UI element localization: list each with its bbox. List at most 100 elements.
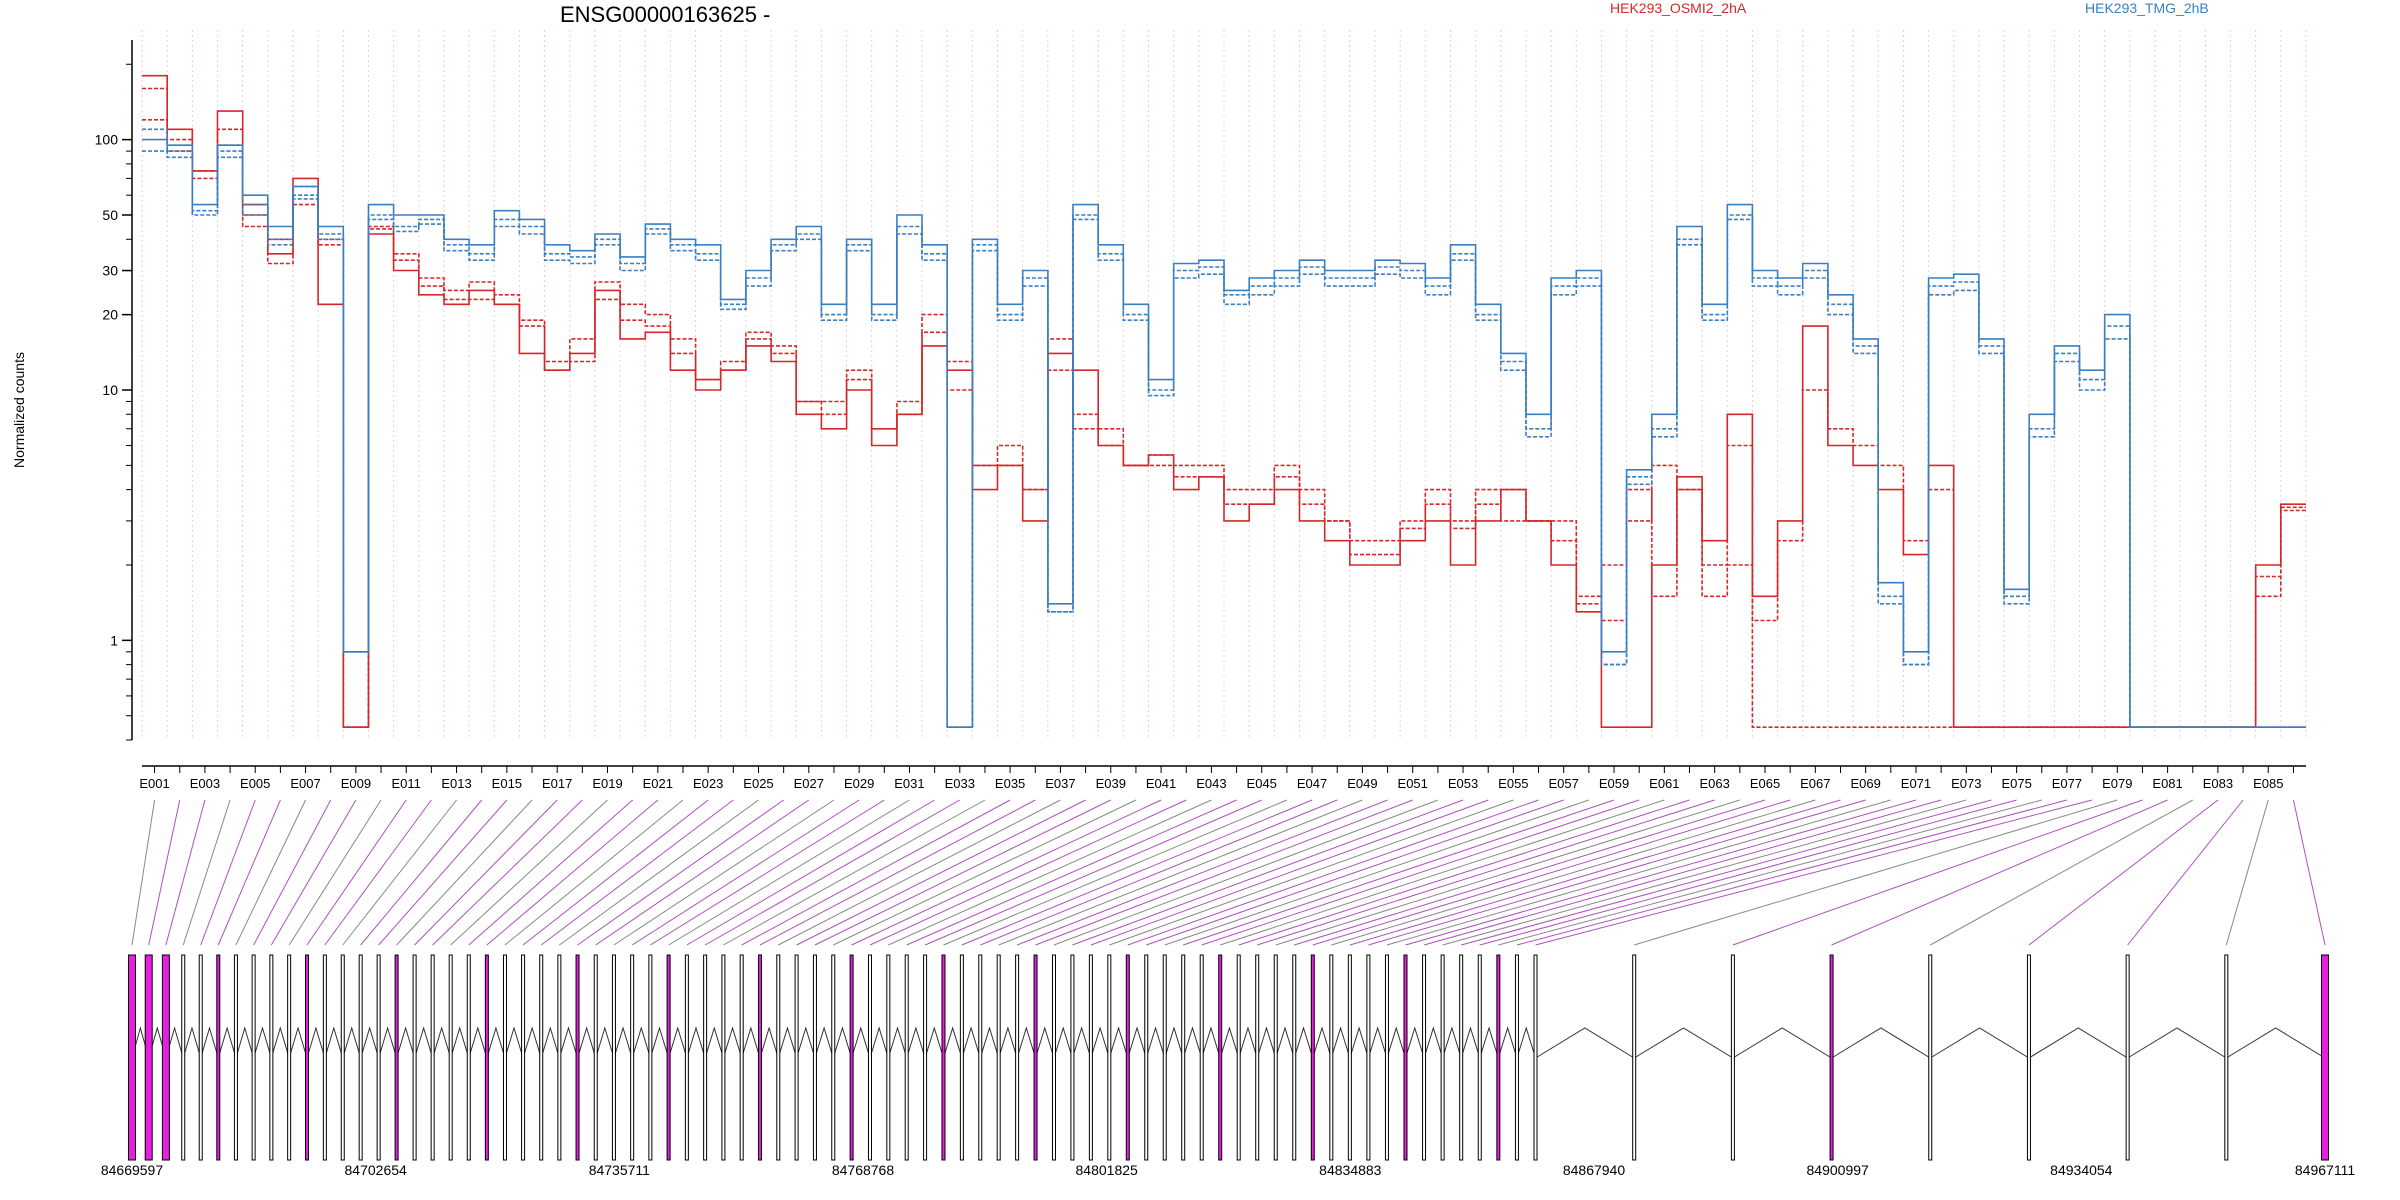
exon-box bbox=[1051, 954, 1056, 1161]
intron bbox=[1219, 1026, 1240, 1059]
genomic-coordinate-label: 84934054 bbox=[2050, 1162, 2113, 1178]
exon-connector bbox=[288, 799, 382, 946]
exon-connector bbox=[1109, 799, 1514, 946]
exon-connector bbox=[1072, 799, 1464, 946]
intron bbox=[504, 1026, 524, 1059]
exon-box bbox=[412, 954, 417, 1161]
exon-connector bbox=[432, 799, 583, 946]
exon-connector bbox=[165, 799, 206, 946]
intron bbox=[1201, 1026, 1221, 1059]
intron bbox=[217, 1026, 237, 1059]
exon-connector bbox=[2292, 799, 2326, 946]
exon-connector bbox=[131, 799, 156, 946]
exon-box bbox=[1199, 954, 1204, 1161]
series-line bbox=[142, 119, 2306, 728]
exon-connector bbox=[906, 799, 1237, 946]
exon-label: E005 bbox=[240, 776, 270, 791]
exon-box bbox=[1632, 954, 1637, 1161]
exon-label: E025 bbox=[743, 776, 773, 791]
exon-connectors bbox=[131, 799, 2326, 946]
exon-box bbox=[502, 954, 507, 1161]
genomic-coordinate-label: 84669597 bbox=[101, 1162, 164, 1178]
exon-box bbox=[144, 954, 153, 1161]
y-tick-label: 100 bbox=[95, 132, 119, 148]
intron bbox=[558, 1026, 579, 1059]
intron bbox=[1182, 1026, 1203, 1059]
exon-label: E029 bbox=[844, 776, 874, 791]
exon-connector bbox=[924, 799, 1262, 946]
exon-label: E073 bbox=[1951, 776, 1981, 791]
exon-label: E031 bbox=[894, 776, 924, 791]
exon-box bbox=[1730, 954, 1735, 1161]
exon-box bbox=[941, 954, 946, 1161]
intron bbox=[704, 1026, 724, 1059]
genomic-coordinate-label: 84867940 bbox=[1563, 1162, 1626, 1178]
exon-box bbox=[867, 954, 872, 1161]
exon-box bbox=[1347, 954, 1352, 1161]
exon-label: E019 bbox=[592, 776, 622, 791]
exon-box bbox=[794, 954, 799, 1161]
series-lines bbox=[142, 74, 2306, 728]
exon-box bbox=[1162, 954, 1167, 1161]
exon-connector bbox=[378, 799, 508, 946]
exon-connector bbox=[1090, 799, 1489, 946]
exon-connector bbox=[778, 799, 1061, 946]
exon-connector bbox=[851, 799, 1162, 946]
exon-connector bbox=[723, 799, 986, 946]
exon-label: E069 bbox=[1850, 776, 1880, 791]
exon-connector bbox=[540, 799, 734, 946]
exon-connector bbox=[2127, 799, 2244, 946]
exon-box bbox=[1181, 954, 1186, 1161]
intron bbox=[2226, 1027, 2326, 1059]
exon-connector bbox=[1386, 799, 1891, 946]
intron bbox=[1732, 1027, 1832, 1059]
exon-label: E041 bbox=[1146, 776, 1176, 791]
exon-connector bbox=[324, 799, 432, 946]
exon-label: E079 bbox=[2102, 776, 2132, 791]
genomic-coordinate-label: 84967111 bbox=[2295, 1162, 2355, 1178]
exon-box bbox=[539, 954, 544, 1161]
exon-connector bbox=[200, 799, 256, 946]
exon-connector bbox=[253, 799, 332, 946]
exon-box bbox=[959, 954, 964, 1161]
intron bbox=[1090, 1026, 1110, 1059]
exon-box bbox=[1255, 954, 1260, 1161]
exon-label: E055 bbox=[1498, 776, 1528, 791]
exon-connector bbox=[1479, 799, 2017, 946]
exon-box bbox=[611, 954, 616, 1161]
exon-connector bbox=[559, 799, 759, 946]
exon-label: E071 bbox=[1901, 776, 1931, 791]
exon-connector bbox=[1238, 799, 1690, 946]
intron bbox=[906, 1026, 926, 1059]
intron bbox=[1145, 1026, 1166, 1059]
exon-connector bbox=[833, 799, 1137, 946]
intron bbox=[522, 1026, 542, 1059]
exon-connector bbox=[796, 799, 1086, 946]
intron bbox=[1423, 1026, 1444, 1059]
exon-box bbox=[1218, 954, 1223, 1161]
exon-box bbox=[757, 954, 762, 1161]
intron bbox=[924, 1026, 944, 1059]
exon-label: E067 bbox=[1800, 776, 1830, 791]
exon-box bbox=[593, 954, 598, 1161]
intron bbox=[450, 1026, 470, 1059]
exon-box bbox=[181, 954, 186, 1161]
exon-box bbox=[1829, 954, 1834, 1161]
genomic-coordinate-label: 84702654 bbox=[345, 1162, 408, 1178]
exon-box bbox=[996, 954, 1001, 1161]
exon-box bbox=[1422, 954, 1427, 1161]
exon-box bbox=[1366, 954, 1371, 1161]
exon-connector bbox=[759, 799, 1036, 946]
exon-box bbox=[739, 954, 744, 1161]
exon-box bbox=[1459, 954, 1464, 1161]
exon-label: E057 bbox=[1549, 776, 1579, 791]
exon-label: E083 bbox=[2203, 776, 2233, 791]
exon-connector bbox=[613, 799, 835, 946]
exon-box bbox=[376, 954, 381, 1161]
intron bbox=[814, 1026, 834, 1059]
exon-connector bbox=[577, 799, 784, 946]
exon-box bbox=[1144, 954, 1149, 1161]
exon-label: E053 bbox=[1448, 776, 1478, 791]
intron bbox=[1164, 1026, 1184, 1059]
